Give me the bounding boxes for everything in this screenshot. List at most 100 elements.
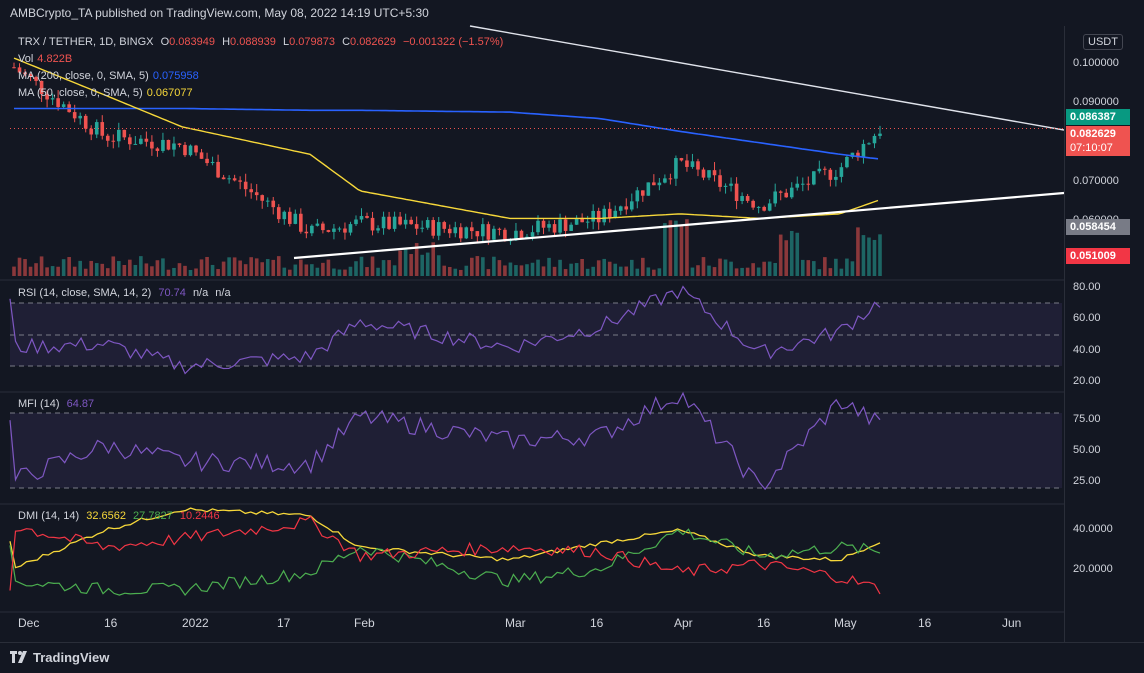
candle-body xyxy=(216,161,220,178)
bottom-level-tag: 0.051009 xyxy=(1066,248,1130,264)
volume-bar xyxy=(17,257,22,276)
ma200-price-tag: 0.086387 xyxy=(1066,109,1130,125)
candle-body xyxy=(392,216,397,229)
bar-countdown-tag: 07:10:07 xyxy=(1066,140,1130,156)
candle-body xyxy=(447,228,452,234)
ma200-line xyxy=(14,107,879,160)
volume-bar xyxy=(139,256,143,276)
candle-body xyxy=(310,225,314,234)
ma50-legend[interactable]: MA (50, close, 0, SMA, 5) 0.067077 xyxy=(18,87,193,99)
volume-bar xyxy=(144,263,149,276)
currency-button[interactable]: USDT xyxy=(1083,34,1123,50)
volume-bar xyxy=(343,269,347,276)
volume-bar xyxy=(674,220,678,276)
candle-body xyxy=(613,210,618,218)
candle-body xyxy=(232,178,237,181)
volume-bar xyxy=(591,266,595,276)
volume-bar xyxy=(254,258,259,276)
rsi-tick: 80.00 xyxy=(1073,281,1101,293)
ma200-value: 0.075958 xyxy=(152,70,199,82)
volume-bar xyxy=(872,239,877,276)
mfi-legend[interactable]: MFI (14) 64.87 xyxy=(18,398,94,410)
volume-bar xyxy=(150,266,154,276)
volume-bar xyxy=(519,265,524,276)
volume-bar xyxy=(72,266,77,276)
tradingview-brand[interactable]: TradingView xyxy=(33,650,110,665)
candle-body xyxy=(348,224,353,233)
volume-bar xyxy=(354,261,358,276)
candle-body xyxy=(856,152,860,158)
tradingview-logo-icon[interactable] xyxy=(10,651,28,663)
volume-bar xyxy=(850,261,855,276)
candle-body xyxy=(629,201,634,210)
x-tick: Apr xyxy=(674,616,693,630)
mfi-band xyxy=(10,413,1062,488)
candle-body xyxy=(139,138,143,144)
ma200-legend[interactable]: MA (200, close, 0, SMA, 5) 0.075958 xyxy=(18,70,199,82)
volume-bar xyxy=(569,263,573,276)
volume-bar xyxy=(420,254,424,276)
price-tick: 0.070000 xyxy=(1073,175,1119,187)
candle-body xyxy=(89,128,94,135)
ma50-value: 0.067077 xyxy=(146,87,193,99)
volume-bar xyxy=(161,258,165,276)
candle-body xyxy=(789,187,794,198)
candle-body xyxy=(326,230,331,232)
symbol-label[interactable]: TRX / TETHER, 1D, BINGX xyxy=(18,36,154,48)
volume-bar xyxy=(89,260,94,276)
candle-body xyxy=(420,227,424,229)
volume-bar xyxy=(376,267,380,276)
candle-body xyxy=(547,224,551,228)
chart-canvas[interactable] xyxy=(0,0,1064,642)
volume-bar xyxy=(607,261,612,276)
rsi-tick: 60.00 xyxy=(1073,312,1101,324)
candle-body xyxy=(56,98,60,107)
volume-bar xyxy=(299,259,303,276)
volume-bar xyxy=(304,264,309,276)
volume-bar xyxy=(723,259,728,276)
volume-bar xyxy=(188,269,193,276)
volume-bar xyxy=(227,257,231,276)
rsi-legend[interactable]: RSI (14, close, SMA, 14, 2) 70.74 n/a n/… xyxy=(18,287,231,299)
candle-body xyxy=(94,122,99,135)
rsi-na-1: n/a xyxy=(192,287,209,299)
low-value: 0.079873 xyxy=(289,36,335,48)
volume-bar xyxy=(806,260,811,276)
candle-body xyxy=(122,129,127,138)
volume-bar xyxy=(718,258,722,276)
candle-body xyxy=(767,203,772,211)
dmi-legend[interactable]: DMI (14, 14) 32.6562 27.7827 10.2446 xyxy=(18,510,220,522)
published-bar: AMBCrypto_TA published on TradingView.co… xyxy=(0,0,1144,26)
volume-bar xyxy=(414,243,419,276)
volume-bar xyxy=(856,227,860,276)
volume-bar xyxy=(392,265,397,276)
volume-legend[interactable]: Vol 4.822B xyxy=(18,53,72,65)
candle-body xyxy=(668,178,673,180)
candle-body xyxy=(734,183,739,201)
candle-body xyxy=(161,139,165,151)
candle-body xyxy=(458,227,463,239)
candle-body xyxy=(227,178,231,180)
candle-body xyxy=(696,161,700,170)
volume-bar xyxy=(61,259,66,276)
volume-bar xyxy=(497,260,502,276)
volume-bar xyxy=(823,257,827,276)
candle-body xyxy=(591,210,595,222)
candle-body xyxy=(618,206,623,211)
volume-bar xyxy=(503,265,507,276)
candle-body xyxy=(723,185,728,187)
volume-bar xyxy=(425,252,430,276)
x-tick: 17 xyxy=(277,616,291,630)
volume-bar xyxy=(105,268,110,276)
volume-bar xyxy=(536,259,540,276)
volume-bar xyxy=(834,258,838,276)
dmi-plus-line xyxy=(9,528,881,596)
low-level-tag: 0.058454 xyxy=(1066,219,1130,235)
candle-body xyxy=(332,228,336,232)
candle-body xyxy=(128,137,132,145)
candle-body xyxy=(282,211,287,220)
candle-body xyxy=(105,135,110,141)
volume-bar xyxy=(122,264,127,276)
candle-body xyxy=(12,67,16,69)
candle-body xyxy=(740,196,744,201)
